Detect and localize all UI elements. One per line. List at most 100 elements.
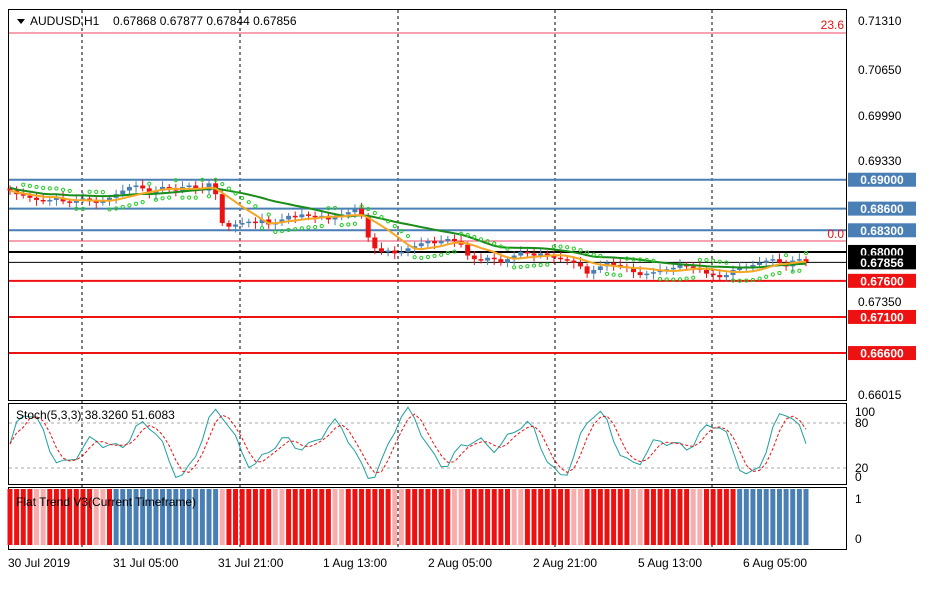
psar-dot [638,257,643,262]
psar-dot [313,225,318,230]
fib-label-zero: 0.0 [827,227,844,241]
price-tick: 0.67350 [858,295,902,309]
candle-body [233,224,239,227]
candle-body [312,215,318,218]
candle-body [571,260,577,263]
psar-dot [724,260,729,265]
candle-body [511,255,517,260]
flat-trend-bar [266,489,272,545]
flat-trend-label: Flat Trend V3(Current Timeframe) [16,495,196,509]
flat-trend-bar [644,489,650,545]
flat-trend-bar [239,489,245,545]
candle-body [93,201,99,203]
candle-body [166,186,172,189]
flat-trend-bar [697,489,703,545]
flat-trend-bar [710,489,716,545]
flat-trend-bar [471,489,477,545]
level-price-tag [848,309,916,324]
psar-dot [671,277,676,282]
flat-trend-bar [226,489,232,545]
candle-body [445,238,451,242]
psar-dot [538,262,543,268]
psar-dot [419,255,424,261]
flat-trend-bar [199,489,205,545]
level-price-label: 0.67600 [860,274,904,288]
candle-body [279,219,285,224]
flat-trend-bar [445,489,451,545]
level-price-tag [848,172,916,187]
main-price-panel [8,9,847,401]
moving-averages [9,177,809,283]
psar-dot [697,257,702,262]
flat-trend-bar [558,489,564,545]
psar-dot [439,252,444,257]
psar-dot [472,234,477,240]
psar-dot [160,196,165,201]
psar-dot [452,249,457,254]
psar-dot [100,189,105,195]
flat-trend-bar [657,489,663,545]
psar-dot [253,204,258,209]
level-price-tag [848,346,916,361]
candle-body [491,257,497,260]
flat-trend-bar [577,489,583,545]
level-price-label: 0.67100 [860,310,904,324]
candle-body [246,221,252,224]
time-label: 6 Aug 05:00 [743,556,807,570]
psar-dot [200,177,205,182]
psar-dot [545,262,550,267]
candle-body [717,275,723,278]
psar-dot [140,200,145,205]
flat-trend-bar [796,489,802,545]
candle-body [531,253,537,256]
psar-dot [717,259,722,264]
psar-dot [764,274,769,279]
psar-dot [339,223,344,228]
candle-body [551,255,557,258]
flat-trend-bar [704,489,709,545]
flat-trend-bar [624,489,630,545]
psar-dot [711,258,716,263]
flat-trend-bar [485,489,491,545]
psar-dot [777,270,782,276]
candle-body [471,255,477,260]
flat-trend-bar [153,489,159,545]
psar-dot [691,275,696,280]
candle-body [40,199,46,202]
flat-trend-bar [60,489,66,545]
time-label: 2 Aug 21:00 [533,556,597,570]
psar-dot [432,253,437,259]
flat-trend-bar [564,489,570,545]
flat-trend-bar [584,489,590,545]
level-price-label: 0.68600 [860,202,904,216]
flat-trend-bar [166,489,172,545]
psar-dot [133,201,139,206]
candle-body [438,241,444,244]
flat-trend-bar [451,489,457,545]
flat-trend-bar [219,489,225,545]
candle-body [140,185,146,189]
psar-dot [445,250,450,256]
psar-dot [226,186,231,191]
psar-dot [147,181,152,186]
chevron-down-icon[interactable] [17,19,25,24]
flat-trend-bar [339,489,345,545]
candle-body [597,266,603,270]
flat-trend-bar [246,489,252,545]
candle-body [677,264,683,268]
candle-body [126,186,132,191]
candle-body [27,195,33,198]
candle-body [544,253,550,256]
psar-dot [412,255,417,260]
level-price-label: 0.67856 [860,256,904,270]
flat-trend-bar [425,489,431,545]
flat-trend-bar [757,489,763,545]
candle-body [286,215,292,220]
candle-body [252,221,258,224]
psar-dot [206,194,212,199]
psar-dot [47,186,52,191]
candle-body [193,185,199,189]
level-price-label: 0.69000 [860,173,904,187]
candle-body [47,199,53,202]
flat-trend-bar [790,489,796,545]
